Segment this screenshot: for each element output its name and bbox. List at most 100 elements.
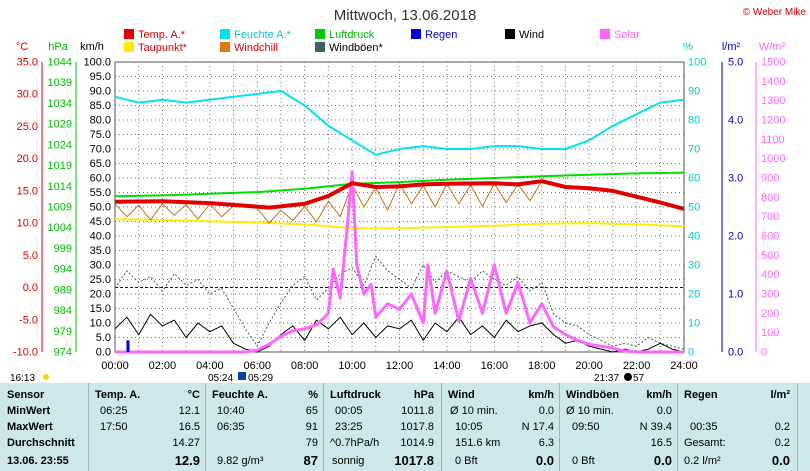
temp-axis-tick-label: 35.0 [17,57,38,69]
legend-swatch [220,42,230,52]
axes: 35.0 30.0 25.0 20.0 15.0 10.0 5.0 0.0 -5.0 -10.0 1… [13,57,786,373]
sunrise-extra: 05:29 [248,373,273,383]
temp-axis-tick-label: 0.0 [23,282,38,294]
wind-min: 0.0 [538,405,554,417]
hum-header: Feuchte A. [212,389,268,401]
humidity-axis-tick-label: 60 [688,173,700,185]
sunset-extra: 57 [633,373,645,383]
solar-axis-tick-label: 1300 [761,95,785,107]
chart-legend: Temp. A.* Feuchte A.* Luftdruck Regen Wind So… [124,29,640,54]
rain-total-label: Gesamt: [684,437,726,449]
legend-label: Regen [425,29,457,41]
press-min: 1011.8 [401,405,434,417]
hum-max: 91 [305,421,318,433]
series-group [114,90,685,354]
temp-axis-tick-label: 25.0 [17,121,38,133]
humidity-axis-tick-label: 70 [688,144,700,156]
wind-max: N 17.4 [521,421,554,433]
row-label-current: 13.06. 23:55 [7,455,69,467]
x-tick-label: 06:00 [243,360,271,372]
axis-title-hpa: hPa [48,41,68,53]
pressure-axis-tick-label: 994 [54,264,72,276]
rain-axis-tick-label: 5.0 [728,57,743,69]
gust-current: 0.0 [653,453,672,468]
temp-header: Temp. A. [95,389,141,401]
humidity-axis-tick-label: 0 [688,347,694,359]
x-tick-label: 24:00 [670,360,698,372]
gust-header: Windböen [566,389,620,401]
press-min-time: 00:05 [335,405,363,417]
wind-axis-tick-label: 85.0 [90,100,111,112]
temp-axis-tick-label: -5.0 [19,314,38,326]
hum-min-time: 10:40 [217,405,245,417]
wind-axis-tick-label: 100.0 [83,57,111,69]
press-unit: hPa [413,389,434,401]
pressure-axis-tick-label: 1024 [48,139,72,151]
hum-avg: 79 [305,437,318,449]
solar-axis-tick-label: 1400 [761,76,785,88]
wind-axis-tick-label: 65.0 [90,158,111,170]
temp-min: 12.1 [178,405,200,417]
pressure-axis-tick-label: 984 [54,305,72,317]
axis-title-wm2: W/m² [759,41,786,53]
row-label-avg: Durchschnitt [7,437,75,449]
wind-axis-tick-label: 20.0 [90,289,111,301]
wind-axis-tick-label: 90.0 [90,86,111,98]
solar-axis-tick-label: 700 [761,211,779,223]
hum-max-time: 06:35 [217,421,245,433]
pressure-axis-tick-label: 1019 [48,160,72,172]
humidity-axis-tick-label: 50 [688,202,700,214]
now-time: 16:13 [10,373,35,383]
x-tick-label: 14:00 [433,360,461,372]
wind-bft: 0 Bft [455,455,478,467]
rain-today: 0.2 l/m² [684,455,721,467]
pressure-axis-tick-label: 1044 [48,57,72,69]
x-tick-label: 12:00 [386,360,414,372]
wind-avg: 6.3 [538,437,554,449]
wind-unit: km/h [528,389,554,401]
rain-total: 0.2 [774,437,790,449]
wind-axis-tick-label: 50.0 [90,202,111,214]
row-label-min: MinWert [7,405,51,417]
wind-axis-tick-label: 15.0 [90,303,111,315]
solar-axis-tick-label: 800 [761,192,779,204]
x-tick-label: 10:00 [338,360,366,372]
wind-axis-tick-label: 30.0 [90,260,111,272]
solar-axis-tick-label: 0 [761,347,767,359]
stats-table: Sensor MinWert MaxWert Durchschnitt 13.0… [0,383,810,471]
solar-axis-tick-label: 1200 [761,115,785,127]
solar-axis-tick-label: 400 [761,269,779,281]
axis-title-lm2: l/m² [722,41,741,53]
grid-lines [115,62,684,352]
legend-label: Wind [519,29,544,41]
temp-axis-tick-label: 30.0 [17,89,38,101]
chart-title: Mittwoch, 13.06.2018 [334,7,477,24]
humidity-axis-tick-label: 90 [688,86,700,98]
humidity-axis-tick-label: 20 [688,289,700,301]
wind-axis-tick-label: 10.0 [90,318,111,330]
legend-swatch [124,42,134,52]
rain-header: Regen [684,389,718,401]
press-forecast: sonnig [332,455,365,467]
legend-swatch [505,29,515,39]
sunset-time: 21:37 [594,373,619,383]
temp-avg: 14.27 [172,437,200,449]
gust-min: 0.0 [656,405,672,417]
legend-item: Feuchte A.* [220,29,292,41]
legend-label: Luftdruck [329,29,375,41]
row-label-max: MaxWert [7,421,53,433]
rain-max: 0.2 [774,421,790,433]
wind-max-time: 10:05 [455,421,483,433]
solar-axis-tick-label: 300 [761,289,779,301]
legend-item: Wind [505,29,544,41]
sun-times: 16:13 05:24 05:29 21:37 57 [10,372,645,383]
temp-max-time: 17:50 [100,421,128,433]
copyright-text: © Weber Mike [743,7,807,18]
solar-axis-tick-label: 900 [761,173,779,185]
legend-item: Luftdruck [315,29,375,41]
pressure-axis-tick-label: 1014 [48,181,72,193]
hum-min: 65 [305,405,318,417]
humidity-axis-tick-label: 100 [688,57,706,69]
gust-avg: 16.5 [650,437,672,449]
gust-unit: km/h [646,389,672,401]
